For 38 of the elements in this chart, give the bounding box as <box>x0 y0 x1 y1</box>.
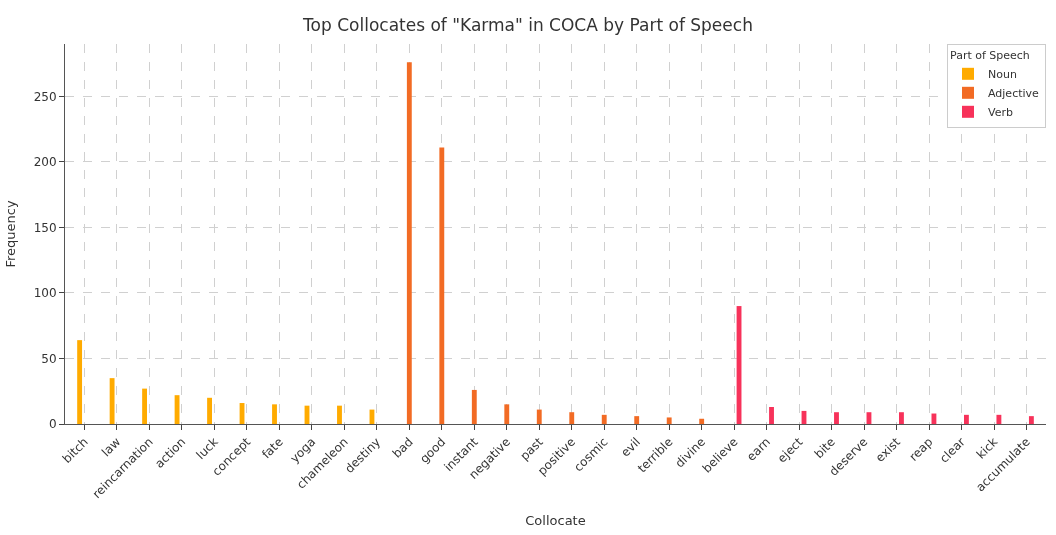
bar <box>174 395 180 424</box>
bar <box>601 414 607 424</box>
bar <box>109 378 115 424</box>
bar <box>769 406 774 424</box>
bar <box>963 414 969 424</box>
y-axis-title: Frequency <box>2 200 18 268</box>
bar <box>666 417 672 424</box>
bar <box>272 404 277 424</box>
legend-label: Verb <box>988 106 1013 120</box>
legend-title: Part of Speech <box>950 49 1030 63</box>
bar <box>1028 416 1034 424</box>
y-tick-label: 100 <box>33 286 57 301</box>
bar <box>337 405 342 424</box>
bar <box>634 416 640 424</box>
y-tick-label: 150 <box>33 220 57 235</box>
bar <box>699 418 705 424</box>
legend-label: Noun <box>988 68 1017 82</box>
bar <box>207 397 212 424</box>
y-tick-label: 50 <box>41 351 57 366</box>
bar <box>142 388 148 424</box>
y-tick-label: 200 <box>33 155 57 170</box>
bar <box>504 404 510 424</box>
bar <box>899 412 904 424</box>
bar <box>834 412 839 424</box>
y-tick-label: 0 <box>48 417 57 432</box>
y-tick-label: 250 <box>33 89 57 104</box>
x-tick-label: fate <box>259 434 286 462</box>
legend-label: Adjective <box>988 87 1040 101</box>
bar <box>471 389 477 424</box>
bar <box>406 62 412 424</box>
bar <box>536 409 542 424</box>
bar <box>77 340 83 424</box>
bar <box>996 414 1002 424</box>
bar <box>439 147 445 424</box>
x-axis-title: Collocate <box>525 512 586 528</box>
x-tick-label: evil <box>618 434 644 460</box>
bar <box>569 412 575 424</box>
chart-title: Top Collocates of "Karma" in COCA by Part of Speech <box>302 14 753 35</box>
